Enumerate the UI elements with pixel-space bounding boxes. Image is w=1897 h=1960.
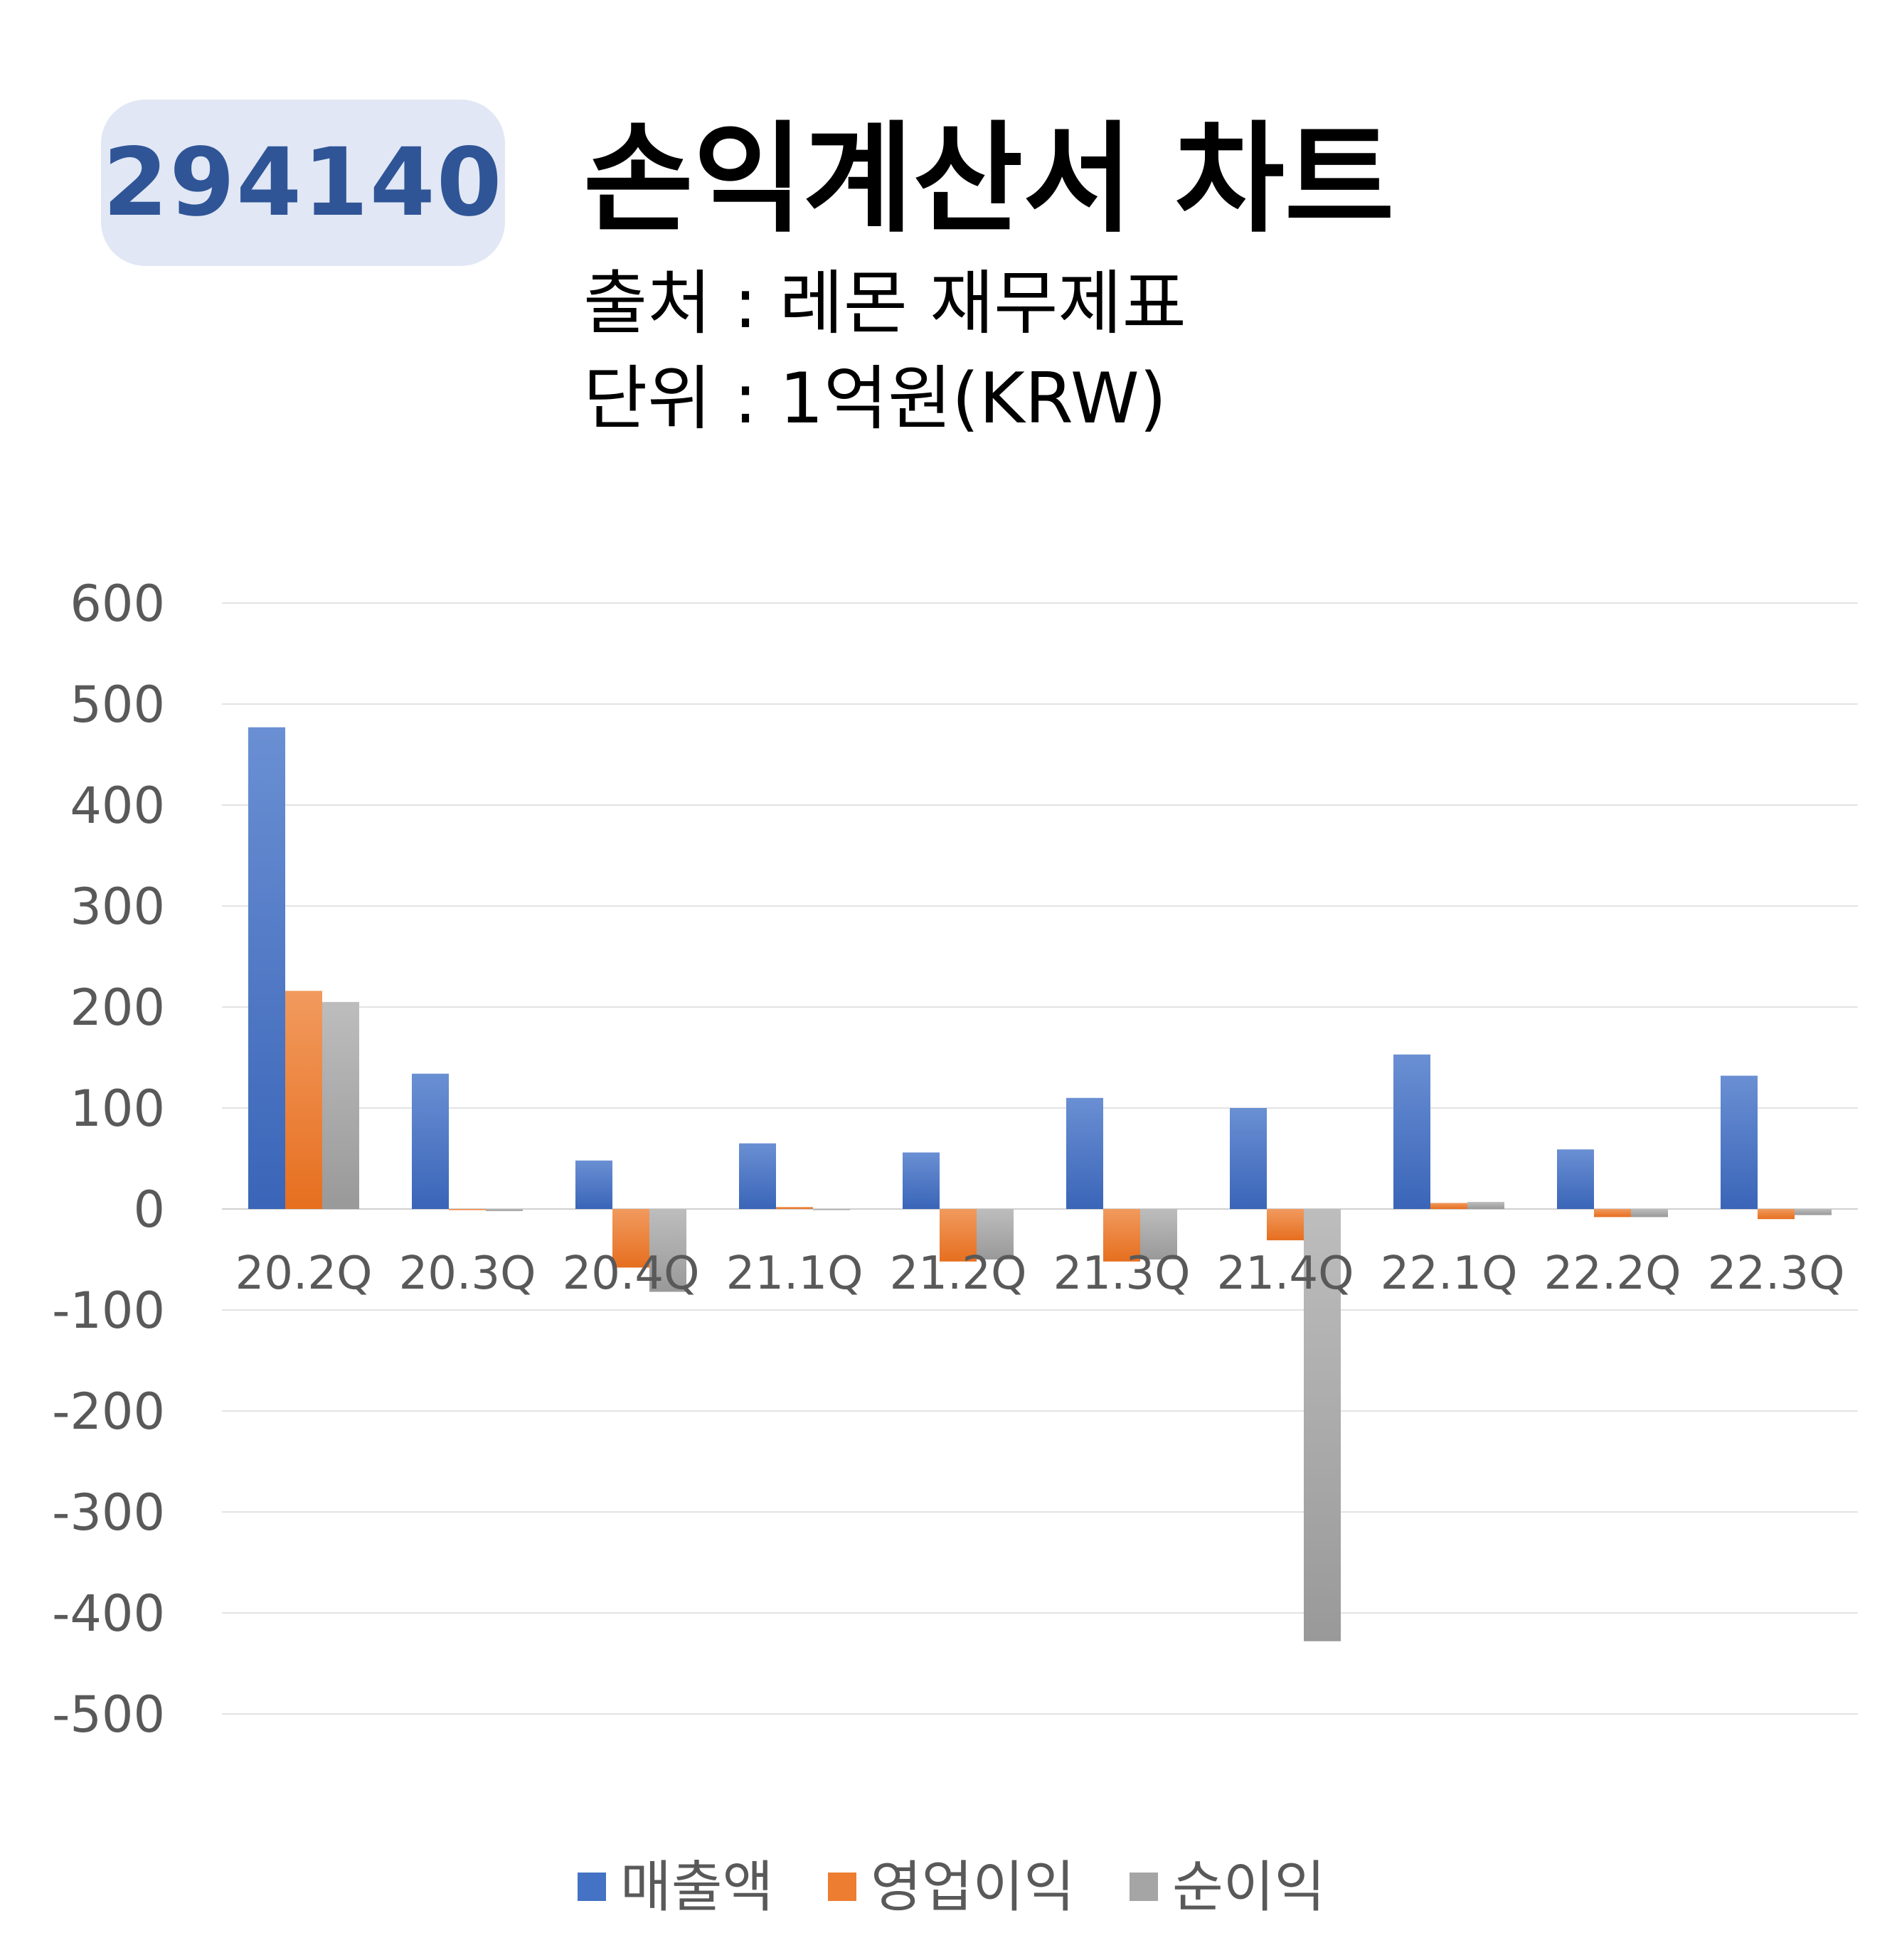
y-tick-label: 500 — [70, 676, 165, 734]
unit-label: 단위 : 1억원(KRW) — [583, 358, 1167, 440]
net-profit-bar — [1467, 1202, 1504, 1209]
y-tick-label: -400 — [52, 1584, 165, 1643]
y-axis-ticks: 600 500 400 300 200 100 0 -100 -200 -300 -400 -500 — [52, 575, 165, 1744]
net-profit-bar — [1140, 1209, 1177, 1259]
x-category-label: 21.1Q — [726, 1247, 864, 1300]
x-category-label: 21.2Q — [890, 1247, 1027, 1300]
legend: 매출액 영업이익 순이익 — [578, 1855, 1325, 1919]
net-profit-bar — [322, 1001, 359, 1209]
y-tick-label: 200 — [70, 979, 165, 1037]
legend-swatch — [828, 1873, 856, 1901]
revenue-bar — [1557, 1149, 1594, 1209]
operating-profit-bar — [1594, 1209, 1631, 1218]
revenue-bar — [1393, 1054, 1430, 1209]
y-tick-label: 100 — [70, 1080, 165, 1138]
revenue-bar — [248, 727, 285, 1209]
y-tick-label: -300 — [52, 1484, 165, 1542]
operating-profit-bar — [1430, 1203, 1467, 1209]
net-profit-bar — [977, 1209, 1014, 1259]
legend-label: 매출액 — [620, 1855, 773, 1919]
bars — [248, 727, 1832, 1641]
y-tick-label: 600 — [70, 575, 165, 633]
x-category-label: 21.3Q — [1053, 1247, 1191, 1300]
chart-title: 손익계산서 차트 — [583, 110, 1395, 249]
revenue-bar — [412, 1073, 449, 1209]
source-label: 출처 : 레몬 재무제표 — [583, 263, 1186, 344]
net-profit-bar — [1795, 1209, 1832, 1215]
x-category-label: 22.1Q — [1381, 1247, 1518, 1300]
net-profit-bar — [1304, 1209, 1341, 1641]
net-profit-bar — [649, 1209, 686, 1292]
revenue-bar — [739, 1143, 776, 1209]
operating-profit-bar — [776, 1207, 813, 1209]
x-axis-categories: 20.2Q 20.3Q 20.4Q 21.1Q 21.2Q 21.3Q 21.4Q 22.1Q… — [235, 1247, 1845, 1300]
operating-profit-bar — [612, 1209, 649, 1268]
revenue-bar — [575, 1160, 612, 1209]
ticker-badge: 294140 — [101, 100, 505, 266]
x-category-label: 20.3Q — [399, 1247, 536, 1300]
y-tick-label: -200 — [52, 1383, 165, 1441]
operating-profit-bar — [940, 1209, 977, 1262]
y-tick-label: -100 — [52, 1282, 165, 1340]
net-profit-bar — [813, 1209, 850, 1210]
legend-label: 순이익 — [1172, 1855, 1325, 1919]
y-tick-label: 400 — [70, 777, 165, 835]
y-tick-label: -500 — [52, 1685, 165, 1744]
legend-swatch — [1130, 1873, 1158, 1901]
operating-profit-bar — [285, 991, 322, 1209]
operating-profit-bar — [1758, 1209, 1795, 1220]
x-category-label: 22.3Q — [1708, 1247, 1845, 1300]
legend-swatch — [578, 1873, 606, 1901]
revenue-bar — [903, 1152, 940, 1209]
ticker-code: 294140 — [102, 128, 504, 238]
y-tick-label: 300 — [70, 878, 165, 936]
net-profit-bar — [486, 1209, 523, 1211]
revenue-bar — [1721, 1075, 1758, 1209]
operating-profit-bar — [449, 1209, 486, 1210]
legend-label: 영업이익 — [871, 1855, 1075, 1919]
x-category-label: 21.4Q — [1217, 1247, 1354, 1300]
gridlines — [222, 602, 1858, 1715]
y-tick-label: 0 — [133, 1181, 165, 1239]
revenue-bar — [1066, 1097, 1103, 1209]
x-category-label: 20.4Q — [563, 1247, 700, 1300]
revenue-bar — [1230, 1108, 1267, 1209]
x-category-label: 20.2Q — [235, 1247, 373, 1300]
net-profit-bar — [1631, 1209, 1668, 1218]
operating-profit-bar — [1267, 1209, 1304, 1241]
x-category-label: 22.2Q — [1544, 1247, 1681, 1300]
operating-profit-bar — [1103, 1209, 1140, 1262]
